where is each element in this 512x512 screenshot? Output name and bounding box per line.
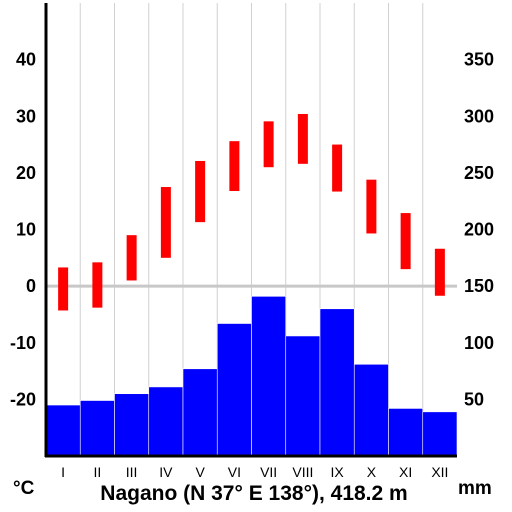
temperature-range-bar (366, 179, 377, 234)
temperature-range-bar (297, 113, 308, 164)
precipitation-bar (182, 368, 218, 457)
precipitation-tick-label: 200 (464, 220, 494, 240)
month-label: IX (331, 464, 345, 480)
precipitation-bar (114, 393, 150, 457)
precipitation-bar (319, 308, 355, 457)
right-unit-label: mm (458, 478, 492, 499)
precipitation-bar (45, 404, 81, 457)
temperature-range-bar (263, 121, 274, 168)
precipitation-bar (148, 386, 184, 457)
temperature-range-bar (126, 235, 137, 281)
temperature-range-bar (229, 141, 240, 191)
month-label: V (195, 464, 205, 480)
month-label: IV (159, 464, 173, 480)
precipitation-bars (45, 296, 458, 457)
month-label: VIII (292, 464, 313, 480)
precipitation-tick-label: 100 (464, 333, 494, 353)
chart-title: Nagano (N 37° E 138°), 418.2 m (100, 482, 407, 505)
precipitation-tick-label: 350 (464, 50, 494, 70)
month-label: VI (228, 464, 241, 480)
month-label: I (61, 464, 65, 480)
precipitation-tick-label: 300 (464, 106, 494, 126)
temperature-tick-label: 20 (16, 163, 36, 183)
temperature-range-bar (434, 248, 445, 296)
month-label: VII (260, 464, 277, 480)
month-label: XI (399, 464, 412, 480)
month-label: III (126, 464, 138, 480)
temperature-tick-label: 40 (16, 50, 36, 70)
temperature-tick-label: 10 (16, 220, 36, 240)
labels: °C Nagano (N 37° E 138°), 418.2 m mm -20… (10, 50, 494, 505)
left-unit-label: °C (13, 478, 35, 499)
temperature-tick-label: 30 (16, 106, 36, 126)
temperature-range-bar (195, 160, 206, 223)
month-label: II (93, 464, 101, 480)
precipitation-tick-label: 150 (464, 276, 494, 296)
precipitation-tick-label: 250 (464, 163, 494, 183)
temperature-range-bars (58, 113, 445, 311)
precipitation-bar (353, 363, 389, 457)
temperature-tick-label: 0 (26, 276, 36, 296)
axes (44, 3, 457, 458)
temperature-range-bar (332, 144, 343, 192)
precipitation-bar (388, 408, 424, 457)
temperature-range-bar (160, 187, 171, 258)
precipitation-bar (79, 400, 115, 457)
precipitation-tick-label: 50 (464, 389, 484, 409)
precipitation-bar (216, 323, 252, 457)
temperature-range-bar (400, 213, 411, 270)
temperature-range-bar (58, 267, 69, 311)
precipitation-bar (251, 296, 287, 457)
precipitation-bar (285, 335, 321, 457)
temperature-range-bar (92, 262, 103, 308)
temperature-tick-label: -20 (10, 389, 36, 409)
temperature-tick-label: -10 (10, 333, 36, 353)
month-label: XII (431, 464, 448, 480)
precipitation-bar (422, 411, 458, 457)
month-label: X (367, 464, 377, 480)
